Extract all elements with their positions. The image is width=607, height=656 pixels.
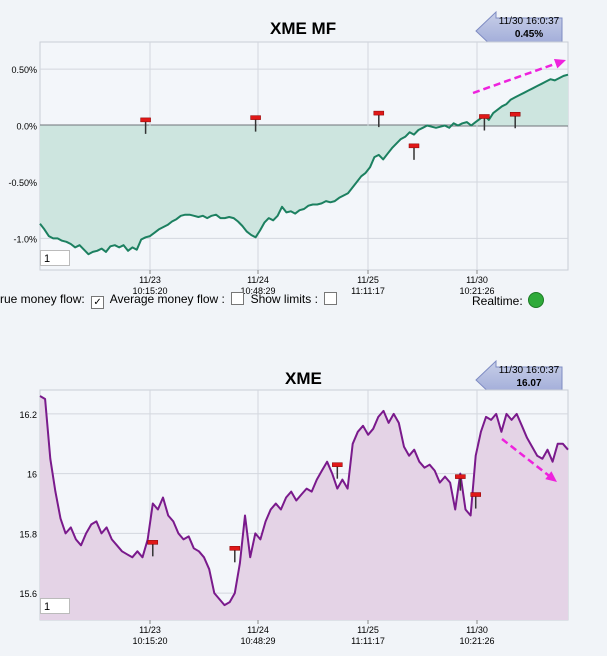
realtime-label: Realtime:: [472, 294, 523, 308]
x-tick-label: 11/23: [139, 275, 161, 285]
callout-value: 0.45%: [514, 29, 544, 40]
x-tick-label: 11/24: [247, 275, 269, 285]
event-marker: [408, 143, 420, 149]
y-tick-label: 0.0%: [16, 122, 37, 132]
true-money-flow-label: rue money flow:: [0, 292, 85, 306]
y-tick-label: 15.8: [19, 529, 37, 539]
x-tick-label: 10:15:20: [132, 286, 167, 296]
series-area: [40, 396, 568, 620]
event-marker: [455, 474, 466, 479]
x-tick-label: 11/30: [466, 625, 488, 635]
realtime-status-icon: [527, 292, 544, 308]
realtime-indicator: Realtime:: [472, 292, 544, 308]
event-marker: [373, 110, 385, 116]
series-line: [39, 73, 569, 256]
trend-arrow-head-icon: [545, 471, 557, 482]
average-money-flow-checkbox[interactable]: [231, 292, 245, 305]
x-tick-label: 11/24: [247, 625, 269, 635]
chart-title-price: XME: [285, 369, 322, 388]
x-tick-label: 11:11:17: [351, 286, 385, 296]
event-marker: [332, 462, 343, 467]
event-marker: [509, 111, 521, 117]
show-limits-label: Show limits :: [250, 292, 318, 306]
show-limits-checkbox[interactable]: [324, 292, 338, 305]
x-tick-label: 10:21:26: [459, 286, 494, 296]
event-marker: [147, 540, 159, 545]
y-tick-label: -0.50%: [8, 178, 37, 188]
chart-options: rue money flow: ✓ Average money flow : S…: [0, 292, 340, 309]
series-line: [39, 395, 569, 607]
series-area: [40, 74, 568, 255]
x-tick-label: 10:21:26: [459, 636, 494, 646]
money-flow-chart: 0.50%0.0%-0.50%-1.0%11/2310:15:2011/2410…: [8, 41, 569, 296]
x-tick-label: 10:48:29: [240, 286, 275, 296]
y-tick-label: 16.2: [19, 410, 37, 420]
true-money-flow-checkbox[interactable]: ✓: [91, 296, 105, 309]
callout-timestamp: 11/30 16:0:37: [498, 16, 560, 27]
callout-value: 16.07: [516, 378, 542, 389]
callout-timestamp: 11/30 16:0:37: [498, 365, 560, 376]
y-tick-label: -1.0%: [13, 234, 37, 244]
y-tick-label: 15.6: [19, 589, 37, 599]
x-tick-label: 11/25: [357, 625, 379, 635]
chart-title-mf: XME MF: [270, 19, 337, 38]
trend-arrow: [472, 61, 559, 95]
zoom-input[interactable]: 1: [40, 250, 70, 266]
trend-arrow-head-icon: [553, 58, 566, 69]
x-tick-label: 11:11:17: [351, 636, 385, 646]
event-marker: [140, 117, 151, 123]
event-marker: [229, 546, 241, 551]
event-marker: [250, 115, 261, 120]
y-tick-label: 0.50%: [11, 65, 37, 75]
average-money-flow-label: Average money flow :: [109, 292, 225, 306]
event-marker: [479, 114, 490, 119]
x-tick-label: 11/30: [466, 275, 488, 285]
x-tick-label: 11/25: [357, 275, 379, 285]
x-tick-label: 10:48:29: [240, 636, 275, 646]
zoom-input[interactable]: 1: [40, 598, 70, 614]
x-tick-label: 11/23: [139, 625, 161, 635]
event-marker: [470, 492, 481, 497]
x-tick-label: 10:15:20: [132, 636, 167, 646]
y-tick-label: 16: [27, 470, 37, 480]
